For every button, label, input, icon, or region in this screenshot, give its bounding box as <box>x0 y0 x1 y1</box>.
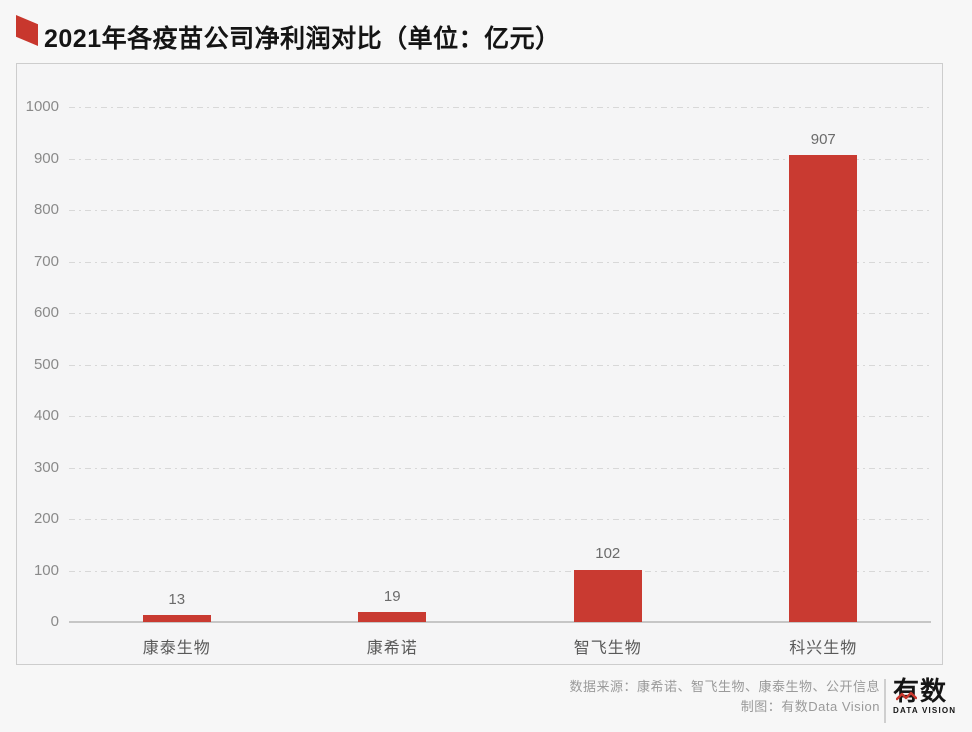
data-source-text: 数据来源：康希诺、智飞生物、康泰生物、公开信息 <box>569 679 880 694</box>
value-label-康希诺: 19 <box>383 588 401 606</box>
y-tick-label-800: 800 <box>33 201 59 218</box>
y-tick-label-600: 600 <box>33 304 59 321</box>
gridline-700 <box>69 261 931 263</box>
gridline-500 <box>69 364 931 366</box>
y-tick-label-900: 900 <box>33 149 59 167</box>
y-tick-label-1000: 1000 <box>25 98 59 115</box>
x-axis-line <box>69 621 931 623</box>
value-label-康泰生物: 13 <box>168 591 186 609</box>
y-tick-label-200: 200 <box>33 510 59 527</box>
gridline-600 <box>69 313 931 314</box>
brand-logo: 有数 DATA VISION <box>893 678 965 716</box>
bar-slot: 907 <box>716 107 932 622</box>
bar-slot: 13 <box>69 107 285 622</box>
gridline-300 <box>69 467 931 469</box>
bar-康希诺 <box>358 612 427 622</box>
brand-logo-subtitle: DATA VISION <box>893 706 957 715</box>
value-label-智飞生物: 102 <box>595 545 621 563</box>
gridline-1000 <box>69 107 931 108</box>
chart-panel: 康泰生物 康希诺 智飞生物 科兴生物 0 100 200 300 400 500 600 700 80… <box>16 63 943 665</box>
footer-credits: 数据来源：康希诺、智飞生物、康泰生物、公开信息 制图：有数Data Vision <box>569 677 880 717</box>
category-label-康泰生物: 康泰生物 <box>142 640 211 657</box>
y-tick-label-500: 500 <box>33 355 59 373</box>
category-axis: 康泰生物 康希诺 智飞生物 科兴生物 <box>69 634 931 657</box>
brand-logo-name: 有数 <box>893 678 965 705</box>
gridline-400 <box>69 416 931 417</box>
plot-area: 康泰生物 康希诺 智飞生物 科兴生物 0 100 200 300 400 500 600 700 80… <box>26 98 932 657</box>
page-title: 2021年各疫苗公司净利润对比（单位：亿元） <box>44 25 561 53</box>
logo-chartline-icon <box>896 691 917 701</box>
bar-科兴生物 <box>789 154 858 622</box>
value-label-科兴生物: 907 <box>810 130 836 148</box>
footer-divider <box>884 679 886 723</box>
y-tick-label-300: 300 <box>33 458 59 476</box>
y-tick-label-0: 0 <box>50 613 59 630</box>
y-tick-label-100: 100 <box>33 561 59 579</box>
gridline-100 <box>69 570 931 572</box>
bar-智飞生物 <box>573 569 642 622</box>
bar-slot: 19 <box>285 107 501 622</box>
brand-logo-text: 有数 <box>893 676 948 706</box>
title-flag-icon <box>16 15 38 46</box>
category-label-智飞生物: 智飞生物 <box>573 640 642 657</box>
gridline-200 <box>69 519 931 520</box>
gridline-800 <box>69 210 931 211</box>
category-label-科兴生物: 科兴生物 <box>789 640 858 657</box>
y-tick-label-700: 700 <box>33 252 59 270</box>
chart-credit-text: 制图：有数Data Vision <box>740 699 880 714</box>
y-tick-label-400: 400 <box>33 407 59 424</box>
category-label-康希诺: 康希诺 <box>366 640 418 657</box>
bar-康泰生物 <box>142 615 211 622</box>
gridline-900 <box>69 158 931 160</box>
bar-slot: 102 <box>500 107 716 622</box>
